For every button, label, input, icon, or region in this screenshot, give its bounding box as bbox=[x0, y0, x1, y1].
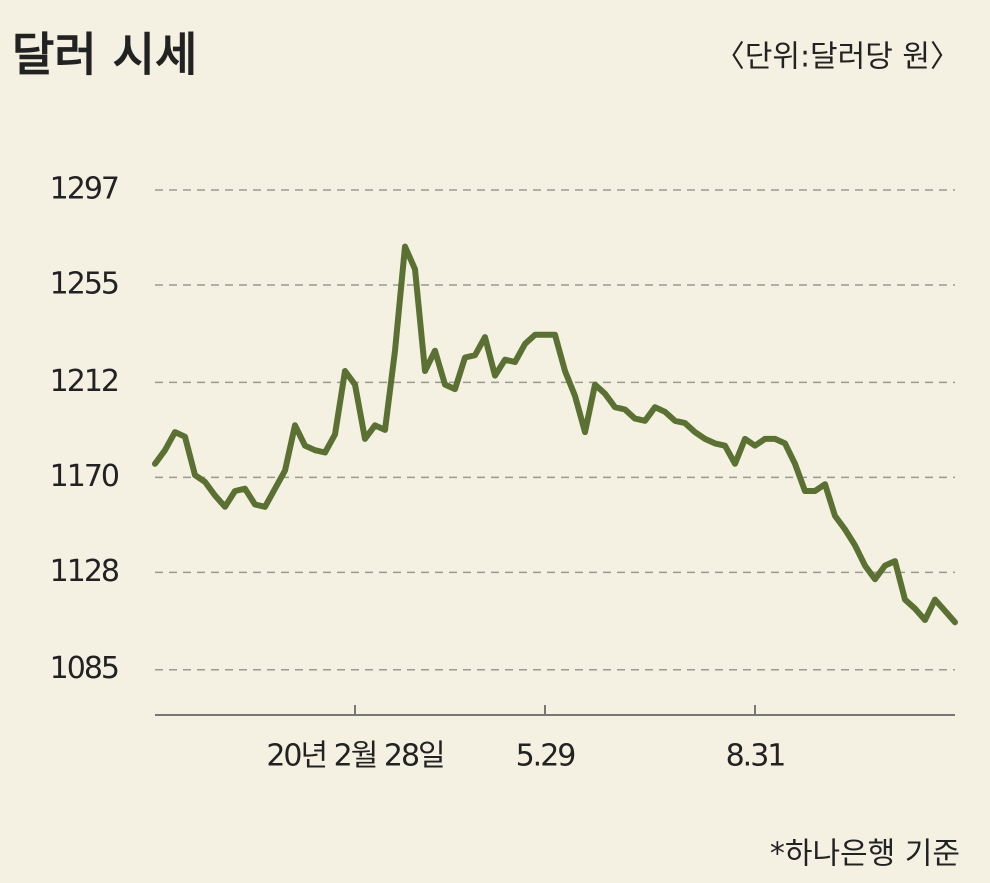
y-tick-label: 1085 bbox=[50, 651, 118, 686]
line-series bbox=[152, 243, 958, 626]
y-tick-label: 1212 bbox=[50, 364, 118, 399]
x-tick-label: 8.31 bbox=[726, 739, 785, 774]
y-tick-label: 1255 bbox=[50, 267, 118, 302]
y-tick-label: 1297 bbox=[50, 172, 118, 207]
y-tick-label: 1170 bbox=[50, 459, 119, 494]
unit-label: 〈단위:달러당 원〉 bbox=[715, 40, 960, 75]
chart-title: 달러 시세 bbox=[12, 28, 197, 82]
x-tick-label: 5.29 bbox=[516, 739, 575, 774]
x-tick-label: 20년 2월 28일 bbox=[266, 739, 443, 774]
y-tick-label: 1128 bbox=[50, 554, 119, 589]
source-note: *하나은행 기준 bbox=[770, 837, 960, 872]
